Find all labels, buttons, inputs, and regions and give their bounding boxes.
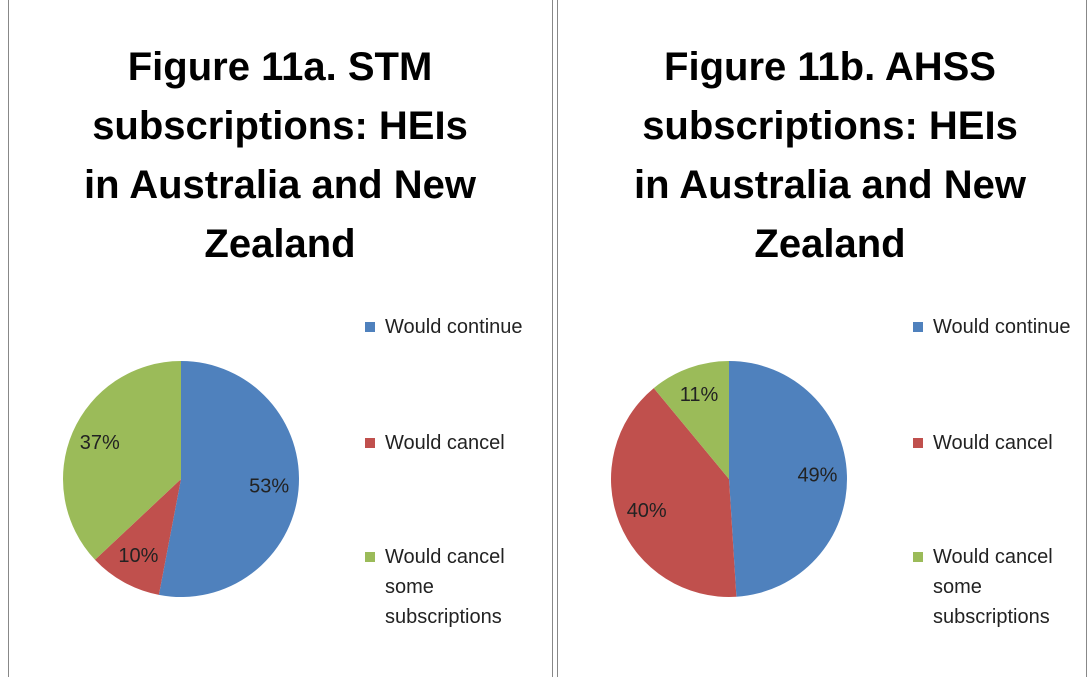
legend-label: Would cancel [385,432,505,454]
data-label: 40% [627,500,667,522]
data-label: 49% [797,465,837,487]
data-label: 53% [249,476,289,498]
legend-swatch [365,322,375,332]
data-label: 37% [80,432,120,454]
data-label: 10% [118,545,158,567]
pie-slice [729,361,847,597]
legend-label: Would cancel some subscriptions [933,546,1053,628]
pie-slice [63,361,182,560]
legend-label: Would cancel [933,432,1053,454]
legend-label: Would continue [385,316,523,338]
legend-label: Would continue [933,316,1071,338]
legend-swatch [365,438,375,448]
pie-slice [653,361,729,479]
chart-frame [8,0,553,677]
legend-label: Would cancel some subscriptions [385,546,505,628]
data-label: 11% [680,384,719,406]
chart-title: Figure 11b. AHSS subscriptions: HEIs in … [634,45,1026,266]
pie-slice [611,388,737,597]
legend-swatch [913,438,923,448]
legend-swatch [913,322,923,332]
legend-swatch [365,552,375,562]
chart-frame [557,0,1087,677]
legend-swatch [913,552,923,562]
chart-title: Figure 11a. STM subscriptions: HEIs in A… [84,45,476,266]
pie-slice [158,361,300,598]
pie-slice [94,479,181,595]
